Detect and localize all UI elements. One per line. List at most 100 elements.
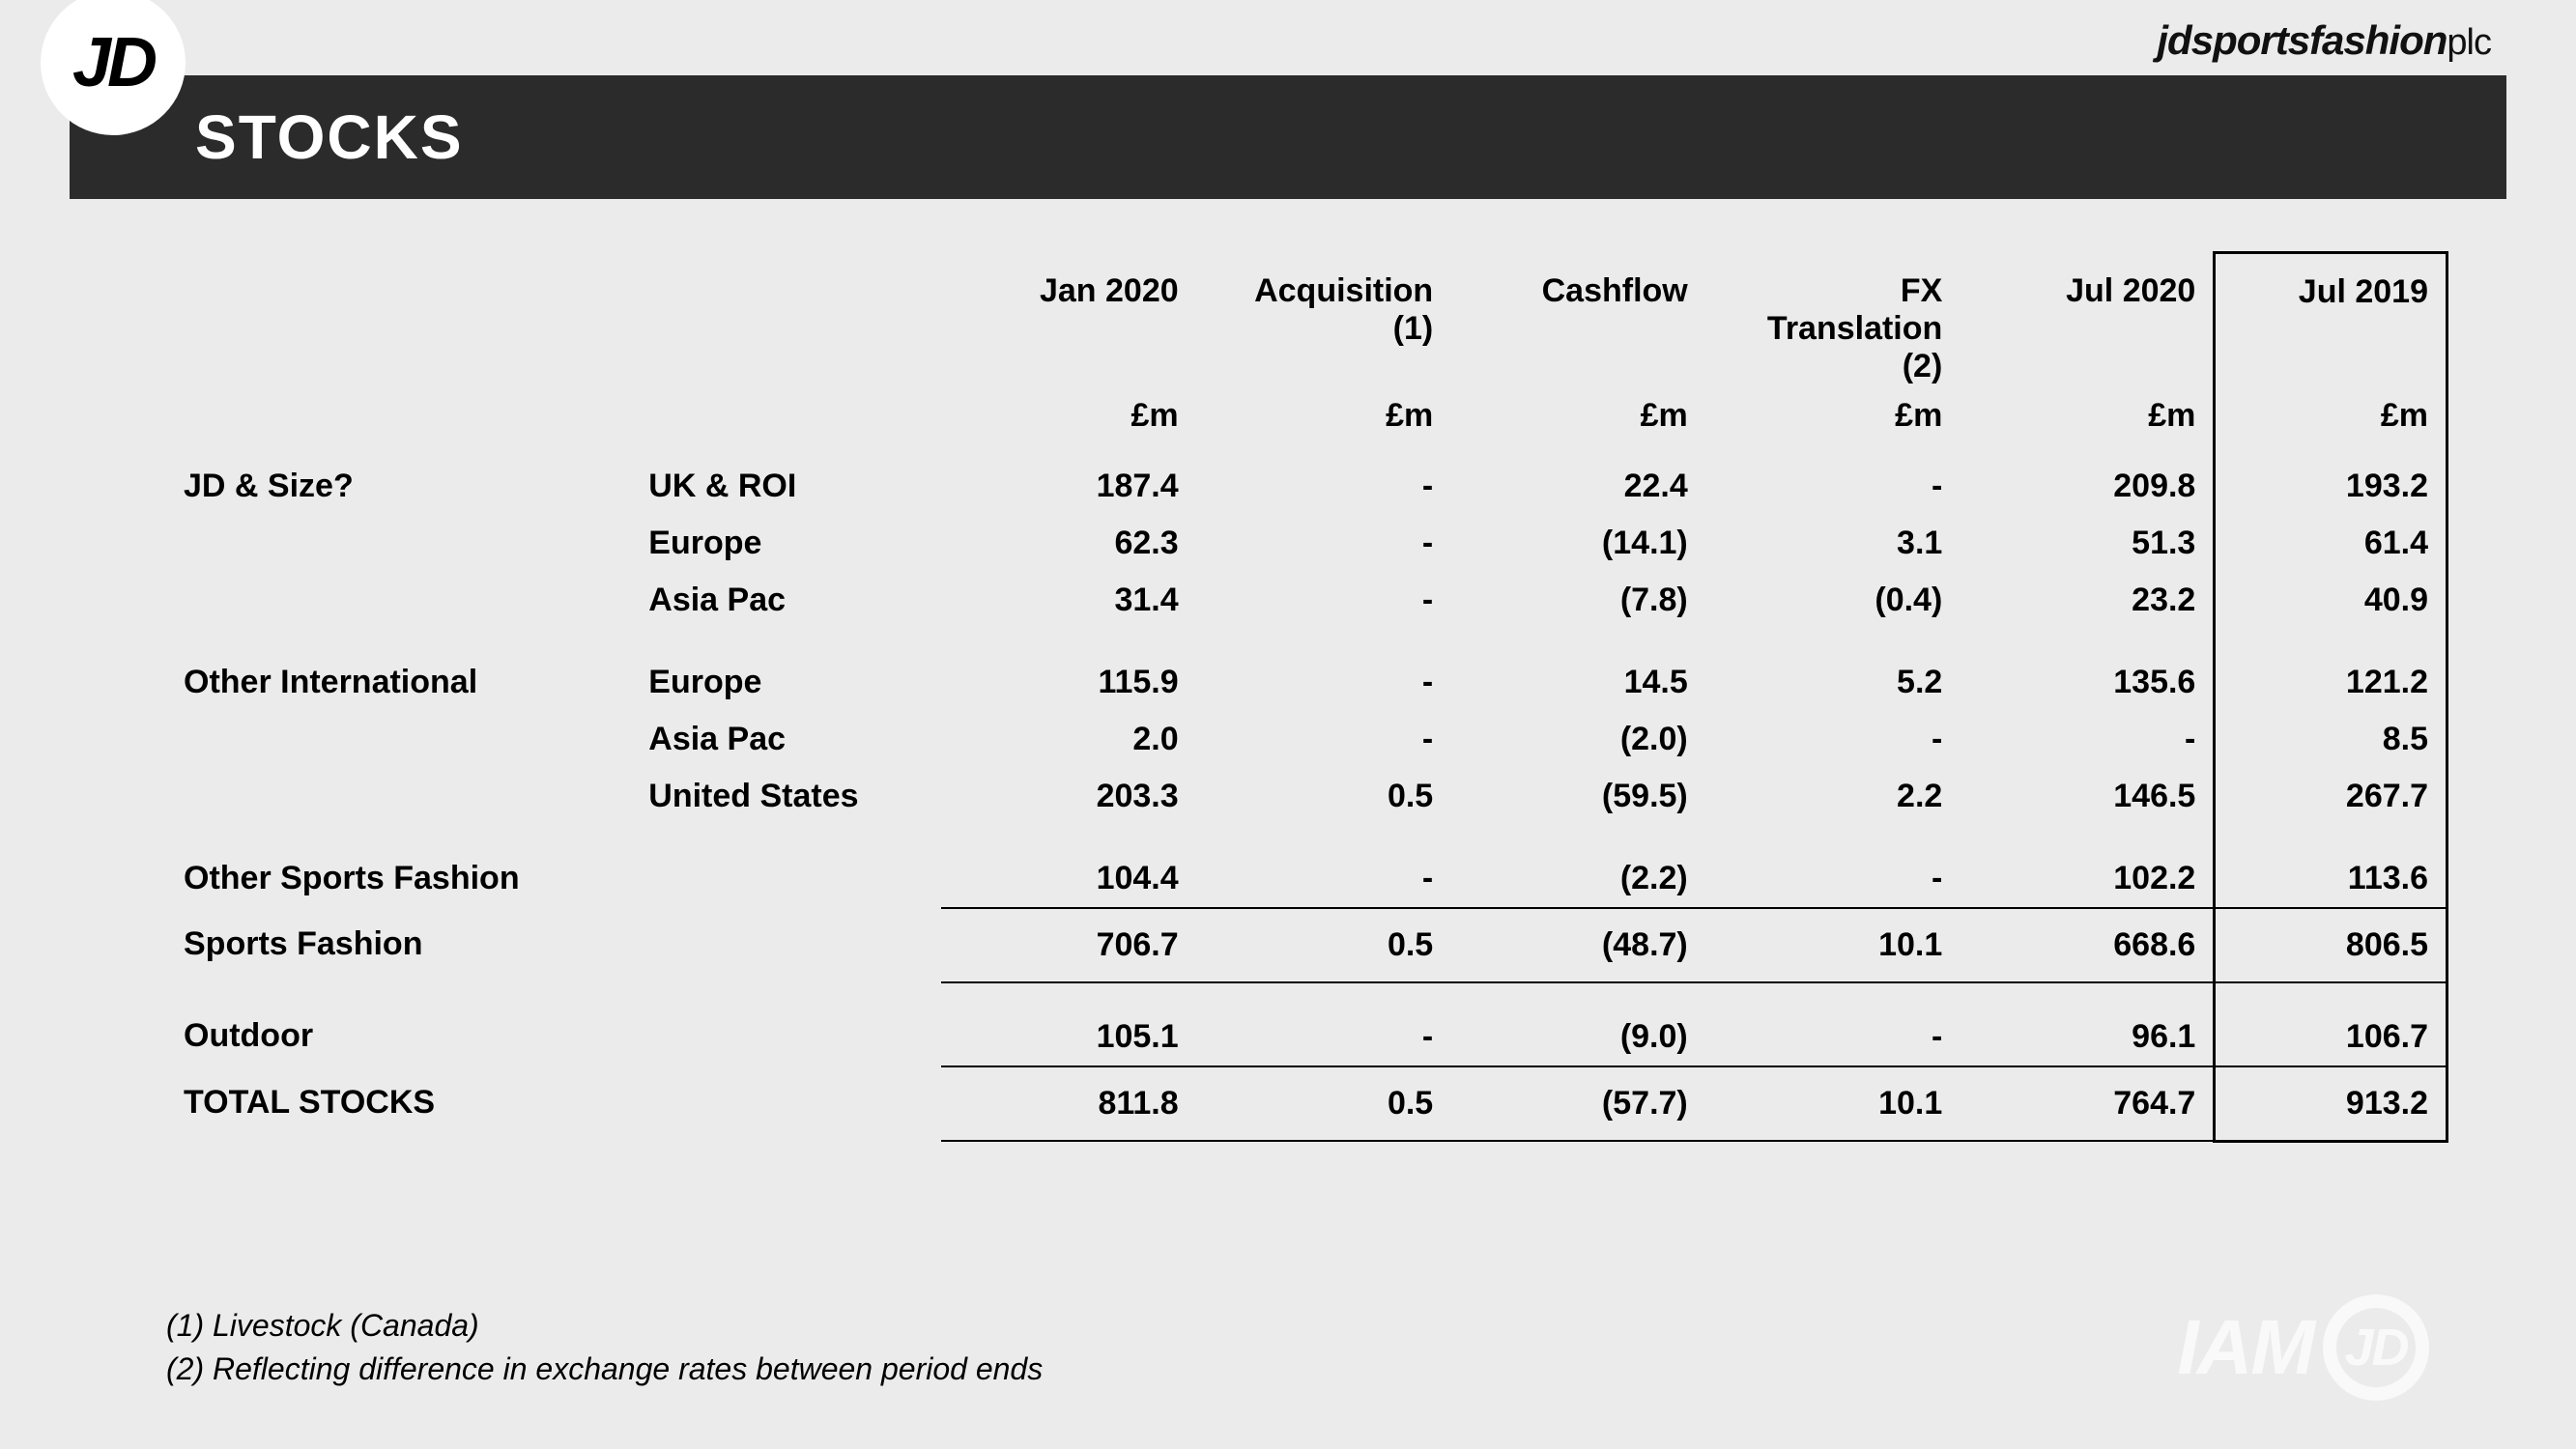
table-cell: - xyxy=(1960,711,2215,768)
col-header-2: Cashflow xyxy=(1450,253,1705,393)
table-cell: 22.4 xyxy=(1450,458,1705,515)
table-cell: 121.2 xyxy=(2215,629,2447,711)
table-cell: 5.2 xyxy=(1705,629,1961,711)
unit-3: £m xyxy=(1705,393,1961,458)
table-cell: Asia Pac xyxy=(631,711,941,768)
table-row: TOTAL STOCKS811.80.5(57.7)10.1764.7913.2 xyxy=(166,1066,2447,1142)
table-cell: 10.1 xyxy=(1705,1066,1961,1142)
table-cell xyxy=(631,982,941,1066)
brand-text: jdsportsfashionplc xyxy=(2157,17,2491,64)
table-cell: 913.2 xyxy=(2215,1066,2447,1142)
col-header-3: FX Translation(2) xyxy=(1705,253,1961,393)
table-cell: United States xyxy=(631,768,941,825)
table-row: Other Sports Fashion104.4-(2.2)-102.2113… xyxy=(166,825,2447,908)
table-cell: Outdoor xyxy=(166,982,631,1066)
table-cell: 10.1 xyxy=(1705,908,1961,982)
col-header-4: Jul 2020 xyxy=(1960,253,2215,393)
table-cell: 668.6 xyxy=(1960,908,2215,982)
table-cell: JD & Size? xyxy=(166,458,631,515)
table-cell: 105.1 xyxy=(941,982,1196,1066)
table-cell xyxy=(631,1066,941,1142)
col-header-0: Jan 2020 xyxy=(941,253,1196,393)
table-row: Asia Pac31.4-(7.8)(0.4)23.240.9 xyxy=(166,572,2447,629)
table-cell: 0.5 xyxy=(1196,908,1451,982)
page-title: STOCKS xyxy=(195,101,464,173)
table-cell: - xyxy=(1196,711,1451,768)
table-cell: (14.1) xyxy=(1450,515,1705,572)
table-cell: 102.2 xyxy=(1960,825,2215,908)
table-row: Europe62.3-(14.1)3.151.361.4 xyxy=(166,515,2447,572)
table-row: JD & Size?UK & ROI187.4-22.4-209.8193.2 xyxy=(166,458,2447,515)
table-cell: 104.4 xyxy=(941,825,1196,908)
table-cell: 62.3 xyxy=(941,515,1196,572)
table-cell: 187.4 xyxy=(941,458,1196,515)
table-row: Other InternationalEurope115.9-14.55.213… xyxy=(166,629,2447,711)
table-cell: UK & ROI xyxy=(631,458,941,515)
table-cell: - xyxy=(1705,711,1961,768)
table-cell: (9.0) xyxy=(1450,982,1705,1066)
table-cell: 0.5 xyxy=(1196,768,1451,825)
footnote-2: (2) Reflecting difference in exchange ra… xyxy=(166,1348,1043,1391)
unit-1: £m xyxy=(1196,393,1451,458)
table-cell: 135.6 xyxy=(1960,629,2215,711)
table-cell: TOTAL STOCKS xyxy=(166,1066,631,1142)
table-cell: (2.0) xyxy=(1450,711,1705,768)
table-cell: 61.4 xyxy=(2215,515,2447,572)
table-cell: Europe xyxy=(631,629,941,711)
table-cell: 113.6 xyxy=(2215,825,2447,908)
table-cell: 267.7 xyxy=(2215,768,2447,825)
table-cell: - xyxy=(1196,982,1451,1066)
table-cell: (59.5) xyxy=(1450,768,1705,825)
table-cell: 23.2 xyxy=(1960,572,2215,629)
table-cell: - xyxy=(1196,515,1451,572)
table-cell: (57.7) xyxy=(1450,1066,1705,1142)
table-cell: Europe xyxy=(631,515,941,572)
table-cell: 806.5 xyxy=(2215,908,2447,982)
table-cell: (0.4) xyxy=(1705,572,1961,629)
table-cell: 31.4 xyxy=(941,572,1196,629)
unit-5: £m xyxy=(2215,393,2447,458)
table-cell: Asia Pac xyxy=(631,572,941,629)
table-cell: - xyxy=(1196,629,1451,711)
brand-suffix: plc xyxy=(2447,22,2491,63)
table-row: Sports Fashion706.70.5(48.7)10.1668.6806… xyxy=(166,908,2447,982)
watermark: IAM JD xyxy=(2177,1294,2429,1401)
table-cell: - xyxy=(1196,825,1451,908)
table-row: United States203.30.5(59.5)2.2146.5267.7 xyxy=(166,768,2447,825)
title-bar: STOCKS xyxy=(70,75,2506,199)
table-cell: 209.8 xyxy=(1960,458,2215,515)
table-cell: Sports Fashion xyxy=(166,908,631,982)
table-cell: 2.2 xyxy=(1705,768,1961,825)
table-cell: 51.3 xyxy=(1960,515,2215,572)
watermark-text: IAM xyxy=(2177,1303,2313,1392)
unit-4: £m xyxy=(1960,393,2215,458)
table-cell xyxy=(166,515,631,572)
table-cell: (7.8) xyxy=(1450,572,1705,629)
table-cell: 40.9 xyxy=(2215,572,2447,629)
table-row: Outdoor105.1-(9.0)-96.1106.7 xyxy=(166,982,2447,1066)
table-cell: - xyxy=(1705,982,1961,1066)
table-cell: Other Sports Fashion xyxy=(166,825,631,908)
table-cell: - xyxy=(1196,572,1451,629)
table-cell: 106.7 xyxy=(2215,982,2447,1066)
col-header-1: Acquisition(1) xyxy=(1196,253,1451,393)
table-cell xyxy=(166,768,631,825)
table-cell: 2.0 xyxy=(941,711,1196,768)
brand-name: jdsportsfashion xyxy=(2157,17,2447,63)
table-cell: 115.9 xyxy=(941,629,1196,711)
table-cell xyxy=(166,572,631,629)
footnotes: (1) Livestock (Canada) (2) Reflecting di… xyxy=(166,1304,1043,1391)
footnote-1: (1) Livestock (Canada) xyxy=(166,1304,1043,1348)
table-cell: - xyxy=(1196,458,1451,515)
stocks-table: Jan 2020 Acquisition(1) Cashflow FX Tran… xyxy=(166,251,2448,1143)
col-header-5: Jul 2019 xyxy=(2215,253,2447,393)
unit-2: £m xyxy=(1450,393,1705,458)
watermark-circle: JD xyxy=(2323,1294,2429,1401)
table-cell: 0.5 xyxy=(1196,1066,1451,1142)
table-cell: Other International xyxy=(166,629,631,711)
table-cell: 203.3 xyxy=(941,768,1196,825)
table-cell: 706.7 xyxy=(941,908,1196,982)
table-cell: - xyxy=(1705,458,1961,515)
stocks-table-wrap: Jan 2020 Acquisition(1) Cashflow FX Tran… xyxy=(166,251,2448,1143)
table-row: Asia Pac2.0-(2.0)--8.5 xyxy=(166,711,2447,768)
